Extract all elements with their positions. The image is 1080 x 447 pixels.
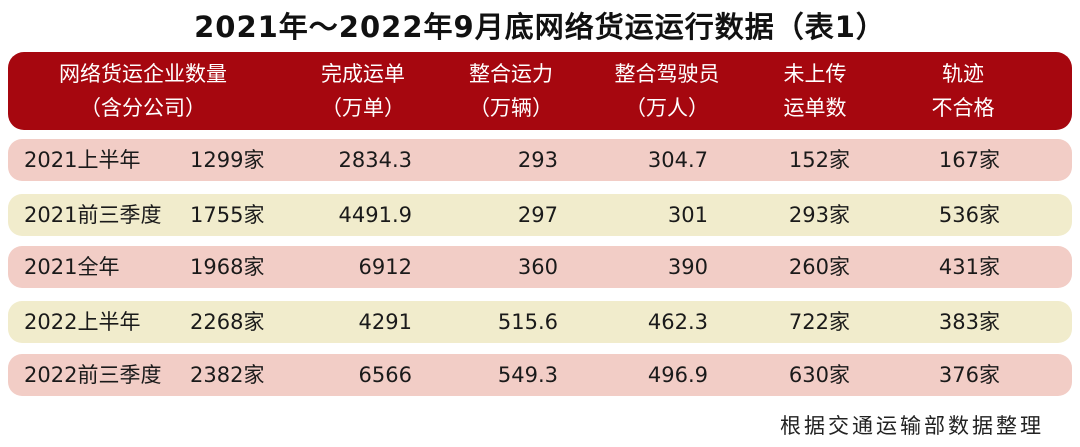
header-drivers-line2: （万人） — [625, 96, 709, 120]
cell-drivers: 496.9 — [647, 363, 708, 387]
cell-trajectory: 431家 — [938, 255, 1000, 279]
header-enterprises: 网络货运企业数量 （含分公司） — [28, 52, 258, 130]
cell-period: 2021上半年 — [24, 148, 141, 172]
cell-drivers: 304.7 — [647, 148, 708, 172]
header-orders-line1: 完成运单 — [321, 62, 405, 86]
cell-orders: 4491.9 — [338, 203, 412, 227]
cell-enterprises: 2382家 — [190, 363, 265, 387]
header-capacity: 整合运力 （万辆） — [446, 52, 576, 130]
cell-capacity: 360 — [517, 255, 558, 279]
header-orders-line2: （万单） — [321, 96, 405, 120]
cell-capacity: 293 — [517, 148, 558, 172]
cell-enterprises: 1299家 — [190, 148, 265, 172]
cell-not-uploaded: 293家 — [788, 203, 850, 227]
header-not-uploaded-line1: 未上传 — [783, 62, 847, 86]
header-capacity-line1: 整合运力 — [469, 62, 553, 86]
cell-orders: 6912 — [358, 255, 412, 279]
cell-trajectory: 376家 — [938, 363, 1000, 387]
cell-capacity: 549.3 — [497, 363, 558, 387]
cell-not-uploaded: 722家 — [788, 310, 850, 334]
header-enterprises-line1: 网络货运企业数量 — [59, 62, 227, 86]
table-row: 2022上半年 2268家 4291 515.6 462.3 722家 383家 — [8, 301, 1072, 343]
table-title: 2021年～2022年9月底网络货运运行数据（表1） — [194, 10, 886, 44]
cell-not-uploaded: 152家 — [788, 148, 850, 172]
cell-period: 2021前三季度 — [24, 203, 162, 227]
cell-capacity: 297 — [517, 203, 558, 227]
header-not-uploaded-line2: 运单数 — [783, 96, 847, 120]
header-orders: 完成运单 （万单） — [298, 52, 428, 130]
cell-trajectory: 167家 — [938, 148, 1000, 172]
cell-period: 2022前三季度 — [24, 363, 162, 387]
cell-drivers: 301 — [667, 203, 708, 227]
table-header: 网络货运企业数量 （含分公司） 完成运单 （万单） 整合运力 （万辆） 整合驾驶… — [8, 52, 1072, 130]
table-row: 2021前三季度 1755家 4491.9 297 301 293家 536家 — [8, 194, 1072, 236]
cell-orders: 4291 — [358, 310, 412, 334]
header-drivers-line1: 整合驾驶员 — [614, 62, 720, 86]
cell-enterprises: 1968家 — [190, 255, 265, 279]
header-not-uploaded: 未上传 运单数 — [760, 52, 870, 130]
table-row: 2021上半年 1299家 2834.3 293 304.7 152家 167家 — [8, 139, 1072, 181]
table-row: 2021全年 1968家 6912 360 390 260家 431家 — [8, 246, 1072, 288]
header-trajectory-line1: 轨迹 — [942, 62, 984, 86]
cell-orders: 6566 — [358, 363, 412, 387]
cell-period: 2021全年 — [24, 255, 120, 279]
cell-drivers: 462.3 — [647, 310, 708, 334]
cell-capacity: 515.6 — [497, 310, 558, 334]
cell-drivers: 390 — [667, 255, 708, 279]
header-trajectory: 轨迹 不合格 — [908, 52, 1018, 130]
cell-trajectory: 536家 — [938, 203, 1000, 227]
table-row: 2022前三季度 2382家 6566 549.3 496.9 630家 376… — [8, 354, 1072, 396]
cell-enterprises: 1755家 — [190, 203, 265, 227]
cell-not-uploaded: 260家 — [788, 255, 850, 279]
cell-trajectory: 383家 — [938, 310, 1000, 334]
cell-orders: 2834.3 — [338, 148, 412, 172]
header-capacity-line2: （万辆） — [469, 96, 553, 120]
cell-period: 2022上半年 — [24, 310, 141, 334]
header-trajectory-line2: 不合格 — [931, 96, 995, 120]
header-enterprises-line2: （含分公司） — [80, 96, 206, 120]
cell-enterprises: 2268家 — [190, 310, 265, 334]
header-drivers: 整合驾驶员 （万人） — [592, 52, 742, 130]
cell-not-uploaded: 630家 — [788, 363, 850, 387]
source-note: 根据交通运输部数据整理 — [780, 414, 1044, 438]
